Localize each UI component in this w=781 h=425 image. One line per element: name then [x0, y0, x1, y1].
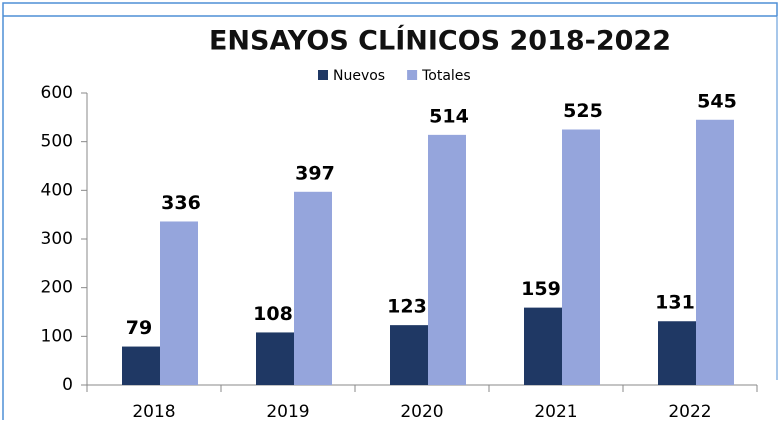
chart-title: ENSAYOS CLÍNICOS 2018-2022: [209, 25, 671, 57]
bar: [122, 346, 160, 385]
y-tick-label: 500: [41, 132, 73, 152]
legend-label: Totales: [421, 68, 471, 84]
x-tick-label: 2021: [534, 402, 577, 422]
data-label: 514: [429, 105, 469, 127]
data-label: 79: [126, 317, 152, 339]
data-label: 545: [697, 90, 737, 112]
bar: [256, 332, 294, 385]
bar: [390, 325, 428, 385]
bar: [696, 119, 734, 386]
bar: [562, 129, 600, 385]
x-tick-label: 2019: [266, 402, 309, 422]
bar: [524, 307, 562, 385]
x-tick-label: 2022: [668, 402, 711, 422]
data-label: 525: [563, 100, 603, 122]
x-tick-label: 2018: [132, 402, 175, 422]
bar: [658, 321, 696, 385]
legend-swatch: [318, 70, 328, 80]
bar: [294, 191, 332, 385]
data-label: 123: [387, 296, 427, 318]
bar: [428, 134, 466, 385]
y-tick-label: 600: [41, 83, 73, 103]
y-tick-label: 100: [41, 326, 73, 346]
y-tick-label: 400: [41, 180, 73, 200]
data-label: 336: [161, 192, 201, 214]
bar: [160, 221, 198, 385]
legend-label: Nuevos: [333, 68, 385, 84]
data-label: 108: [253, 303, 293, 325]
y-tick-label: 300: [41, 229, 73, 249]
data-label: 397: [295, 162, 335, 184]
legend-swatch: [407, 70, 418, 80]
data-label: 159: [521, 278, 561, 300]
x-tick-label: 2020: [400, 402, 443, 422]
y-tick-label: 200: [41, 278, 73, 298]
frame: [2, 2, 778, 420]
data-label: 131: [655, 292, 695, 314]
y-tick-label: 0: [62, 375, 73, 395]
